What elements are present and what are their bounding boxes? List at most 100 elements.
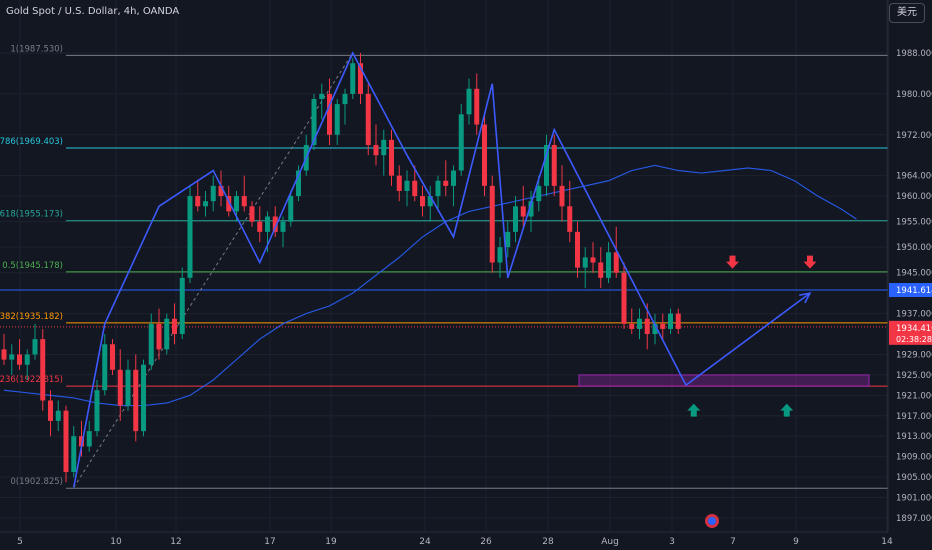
time-tick-label: 5 [17, 537, 23, 547]
candle-body [141, 364, 146, 432]
candle-body [71, 436, 77, 473]
candle-body [280, 221, 286, 232]
fib-level-label: 0.236(1922.815) [0, 375, 63, 385]
zigzag-line [72, 51, 687, 488]
candle-body [396, 175, 402, 191]
price-tick-label: 1960.000 [896, 192, 932, 202]
candle-body [365, 93, 371, 145]
candle-body [40, 339, 46, 401]
sell-arrow-icon [803, 255, 817, 269]
price-tick-label: 1913.000 [896, 432, 932, 442]
candle-body [79, 436, 84, 447]
time-tick-label: 24 [419, 537, 431, 547]
candle-body [234, 196, 239, 212]
candle-body [567, 206, 573, 232]
candle-body [451, 170, 456, 186]
candle-body [443, 180, 449, 186]
price-tick-label: 1955.000 [896, 218, 932, 228]
candle-body [187, 196, 193, 278]
candle-body [195, 196, 201, 207]
price-tick-label: 1972.000 [896, 131, 932, 141]
candle-body [1, 349, 7, 360]
candle-body [427, 196, 433, 207]
candle-body [296, 170, 301, 197]
buy-arrow-icon [780, 403, 794, 417]
candle-body [48, 400, 53, 421]
candle-body [497, 247, 503, 263]
candle-body [218, 185, 224, 197]
price-tick-label: 1921.000 [896, 391, 932, 401]
candle-body [102, 344, 108, 391]
candle-body [544, 144, 549, 186]
candle-body [288, 196, 294, 222]
candle-body [606, 252, 611, 278]
candle-body [63, 410, 69, 473]
candle-body [435, 180, 441, 197]
time-tick-label: 14 [881, 537, 893, 547]
candle-body [373, 144, 379, 156]
candle-body [404, 180, 410, 191]
candle-body [86, 431, 92, 447]
candle-body [644, 318, 650, 335]
sell-arrow-icon [726, 255, 739, 269]
price-tick-label: 1897.000 [896, 514, 932, 524]
candle-body [466, 88, 472, 115]
candle-body [241, 196, 247, 207]
candle-body [311, 98, 317, 145]
candle-body [327, 93, 332, 135]
candle-body [582, 257, 588, 268]
candle-body [342, 93, 348, 105]
candle-body [125, 369, 131, 406]
candle-body [257, 221, 263, 232]
countdown-label: 02:38:28 [896, 335, 932, 344]
candle-body [226, 196, 232, 212]
fib-level-label: 0(1902.825) [10, 477, 63, 487]
candle-body [389, 139, 394, 176]
candle-body [637, 318, 642, 329]
candle-body [179, 277, 185, 335]
fib-level-label: 1(1987.530) [10, 44, 63, 54]
candle-body [55, 410, 61, 421]
currency-button[interactable]: 美元 [889, 3, 925, 23]
candle-body [172, 318, 177, 335]
last-price-label: 1934.410 [896, 324, 932, 334]
price-tick-label: 1917.000 [896, 412, 932, 422]
time-tick-label: 12 [170, 537, 181, 547]
candle-body [575, 231, 580, 268]
candle-body [505, 231, 511, 248]
price-tick-label: 1905.000 [896, 473, 932, 483]
candle-body [652, 323, 658, 335]
price-tick-label: 1929.000 [896, 350, 932, 360]
price-tick-label: 1945.000 [896, 269, 932, 279]
chart-title: Gold Spot / U.S. Dollar, 4h, OANDA [6, 6, 179, 17]
candle-body [675, 313, 681, 329]
candle-body [590, 257, 596, 263]
fib-level-label: 0.5(1945.178) [2, 261, 63, 271]
economic-event-icon-inner [708, 517, 716, 525]
candle-body [164, 318, 170, 350]
candle-body [551, 144, 557, 186]
candle-body [668, 313, 673, 329]
price-tick-label: 1909.000 [896, 453, 932, 463]
time-tick-label: 28 [542, 537, 554, 547]
price-tick-label: 1988.000 [896, 49, 932, 59]
horizontal-line-price-label: 1941.614 [896, 286, 932, 296]
candle-body [210, 185, 216, 202]
price-tick-label: 1925.000 [896, 371, 932, 381]
candle-body [513, 206, 518, 232]
candle-body [420, 196, 425, 207]
price-tick-label: 1980.000 [896, 90, 932, 100]
candle-body [598, 262, 604, 278]
time-tick-label: 19 [325, 537, 337, 547]
time-tick-label: 26 [480, 537, 492, 547]
candle-body [203, 201, 208, 207]
candle-body [110, 344, 115, 370]
candle-body [133, 369, 139, 432]
buy-arrow-icon [687, 403, 701, 417]
candle-body [249, 206, 255, 222]
moving-average-line [3, 164, 857, 407]
time-tick-label: 3 [669, 537, 675, 547]
candle-body [358, 63, 363, 94]
